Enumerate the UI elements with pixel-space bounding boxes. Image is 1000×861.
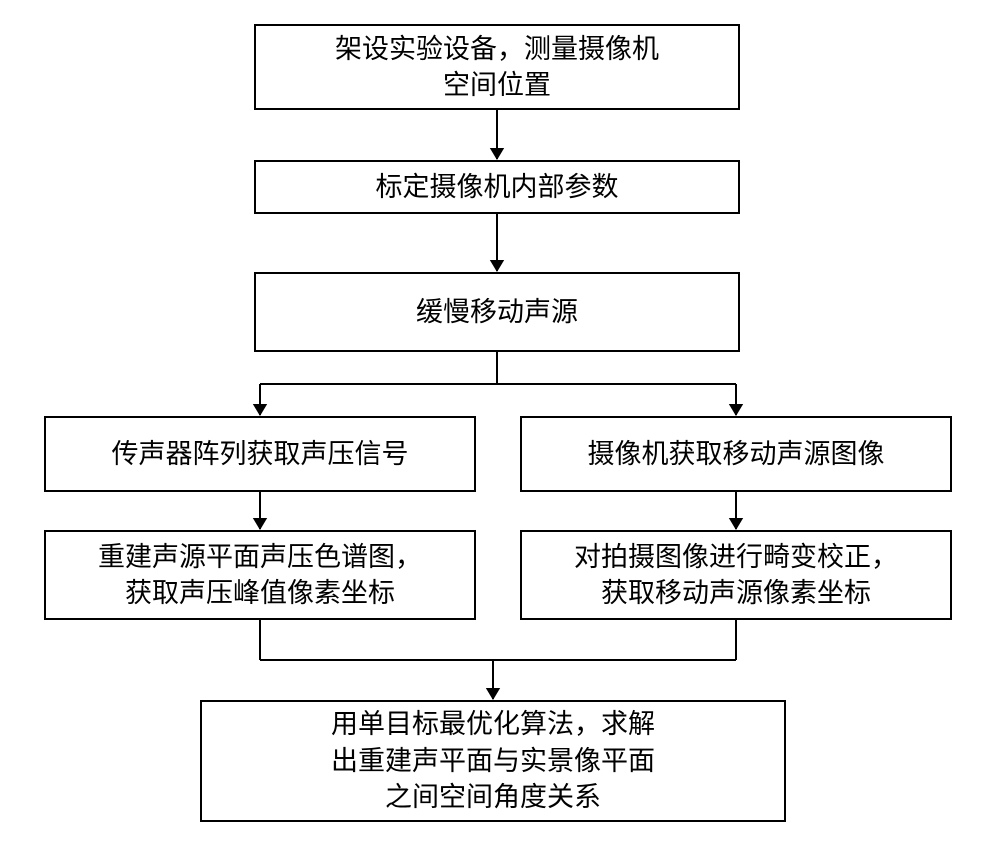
node-label: 缓慢移动声源: [416, 294, 578, 330]
node-label: 用单目标最优化算法，求解 出重建声平面与实景像平面 之间空间角度关系: [331, 706, 655, 815]
node-mic-array: 传声器阵列获取声压信号: [44, 416, 476, 492]
node-camera-capture: 摄像机获取移动声源图像: [520, 416, 952, 492]
flowchart-canvas: 架设实验设备，测量摄像机 空间位置 标定摄像机内部参数 缓慢移动声源 传声器阵列…: [0, 0, 1000, 861]
node-label: 标定摄像机内部参数: [376, 169, 619, 205]
node-label: 传声器阵列获取声压信号: [112, 436, 409, 472]
node-reconstruct-pressure: 重建声源平面声压色谱图， 获取声压峰值像素坐标: [44, 530, 476, 620]
node-label: 对拍摄图像进行畸变校正， 获取移动声源像素坐标: [574, 539, 898, 612]
node-label: 架设实验设备，测量摄像机 空间位置: [335, 31, 659, 104]
node-label: 重建声源平面声压色谱图， 获取声压峰值像素坐标: [98, 539, 422, 612]
node-optimization: 用单目标最优化算法，求解 出重建声平面与实景像平面 之间空间角度关系: [200, 700, 786, 822]
node-distortion-correct: 对拍摄图像进行畸变校正， 获取移动声源像素坐标: [520, 530, 952, 620]
node-calibrate-camera: 标定摄像机内部参数: [254, 160, 740, 214]
node-move-source: 缓慢移动声源: [254, 272, 740, 352]
node-label: 摄像机获取移动声源图像: [588, 436, 885, 472]
node-setup-equipment: 架设实验设备，测量摄像机 空间位置: [254, 24, 740, 110]
